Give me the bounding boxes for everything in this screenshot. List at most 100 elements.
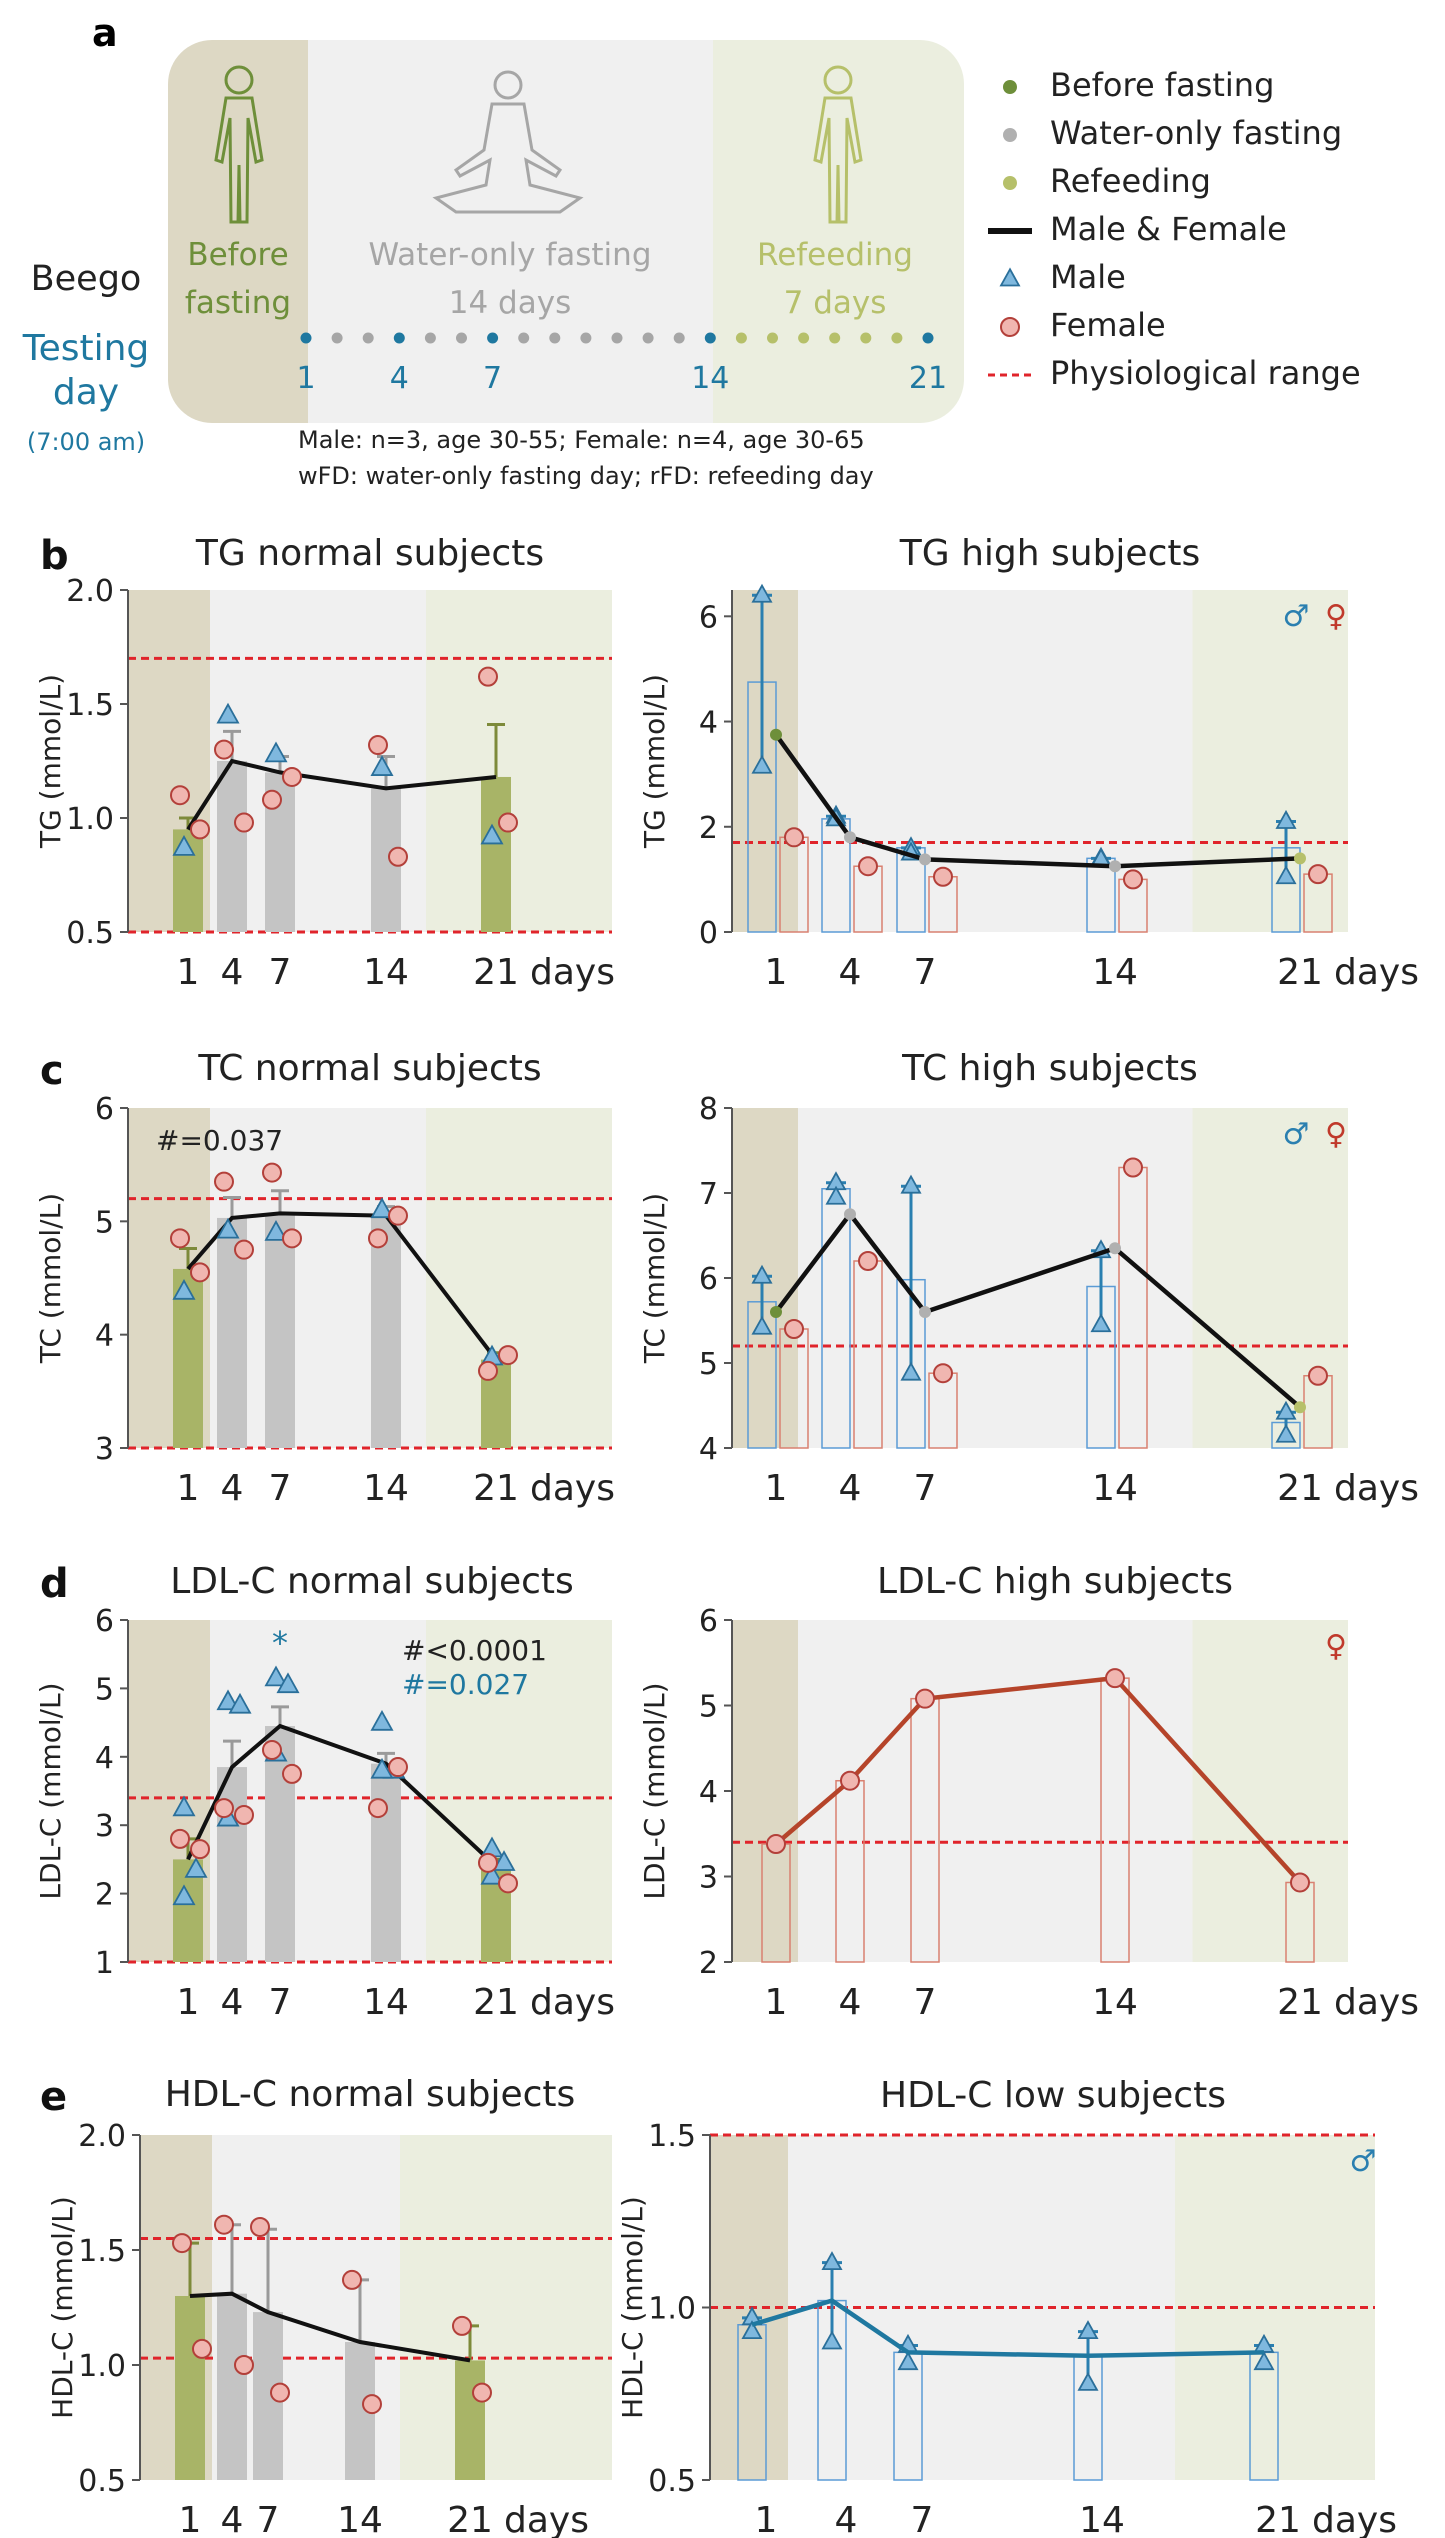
phase-fasting-label-1: Water-only fasting [369, 237, 652, 273]
x-tick-label: 7 [914, 952, 937, 993]
x-tick-label: 14 [363, 1468, 409, 1509]
female-point [388, 1757, 408, 1778]
mean-line [186, 1723, 498, 1868]
male-point [480, 823, 504, 845]
phase-refeed-bg [426, 1620, 612, 1962]
female-point [214, 1798, 234, 1819]
female-point [234, 812, 254, 833]
male-point [1275, 865, 1297, 885]
female-point [368, 735, 388, 756]
female-point [498, 1873, 518, 1894]
mean-line [186, 758, 497, 831]
x-tick-label: 21 [1277, 952, 1323, 993]
male-point [1090, 1313, 1112, 1333]
female-point [262, 1162, 282, 1183]
y-axis-label: HDL-C (mmol/L) [46, 2196, 79, 2419]
female-point [190, 1262, 210, 1283]
female-point [270, 2382, 290, 2403]
male-point [751, 583, 773, 603]
female-point [784, 827, 804, 848]
male-point [264, 741, 288, 763]
testing-day-label-2: day [53, 372, 119, 413]
male-point [1275, 809, 1297, 829]
legend-label: Physiological range [1050, 354, 1361, 392]
timeline-day-dot [735, 332, 747, 344]
y-tick-label: 4 [95, 1319, 114, 1354]
y-tick-label: 1.0 [648, 2292, 696, 2327]
female-point [840, 1770, 860, 1791]
mean-dot [1294, 1401, 1306, 1414]
blue-triangle-icon [999, 267, 1021, 287]
y-axis-label: TG (mmol/L) [638, 674, 671, 849]
legend: Before fasting Water-only fasting Refeedin… [988, 66, 1361, 392]
female-symbol-icon: ♀ [1325, 1117, 1347, 1152]
pink-circle-icon [1000, 317, 1020, 337]
legend-item: Physiological range [988, 354, 1361, 392]
x-tick-label: 4 [839, 952, 862, 993]
mean-dot [1109, 860, 1121, 873]
timeline-day-label: 14 [691, 361, 729, 396]
phase-refeed-label-2: 7 days [784, 285, 887, 321]
female-point [858, 1251, 878, 1271]
female-point [234, 1239, 254, 1260]
x-tick-label: 4 [221, 952, 244, 993]
meditating-person-icon [432, 70, 584, 214]
olive-dot-icon [1003, 176, 1017, 190]
female-point [282, 1228, 302, 1249]
female-point [1290, 1872, 1310, 1893]
male-point [1275, 1423, 1297, 1443]
timeline-day-label: 7 [483, 361, 502, 396]
male-point [751, 1264, 773, 1284]
female-point [342, 2269, 362, 2290]
female-point [498, 812, 518, 833]
timeline-day-dot [922, 332, 934, 344]
y-tick-label: 1.5 [78, 2234, 126, 2269]
phase-before-label-1: Before [187, 237, 288, 273]
timeline-day-dot [829, 332, 841, 344]
y-axis-label: TG (mmol/L) [34, 674, 67, 849]
female-point [234, 1804, 254, 1825]
male-point [184, 1857, 208, 1878]
x-tick-label: 4 [835, 2500, 858, 2538]
timeline-day-dot [300, 332, 312, 344]
male-point [741, 2320, 763, 2340]
female-point [498, 1345, 518, 1366]
female-point [170, 785, 190, 806]
timeline-day-label: 21 [909, 361, 947, 396]
male-point [1077, 2371, 1099, 2391]
y-tick-label: 6 [95, 1604, 114, 1639]
mean-line [186, 1211, 498, 1361]
timeline-day-dot [673, 332, 685, 344]
x-tick-label: 4 [221, 2500, 244, 2538]
timeline-day-dot [456, 332, 467, 344]
mean-dot [919, 853, 931, 866]
mean-bar [217, 2293, 247, 2480]
male-point [821, 2251, 843, 2271]
female-point [190, 819, 210, 840]
male-point [276, 1672, 300, 1694]
x-tick-label: 7 [911, 2500, 934, 2538]
x-unit-label: days [530, 1982, 615, 2023]
y-tick-label: 1 [95, 1946, 114, 1981]
phase-refeed-bg [426, 590, 612, 932]
phase-refeed-bg [426, 1108, 612, 1448]
male-point [900, 1174, 922, 1194]
female-point [250, 2217, 270, 2237]
female-point [1308, 1365, 1328, 1386]
x-tick-label: 7 [269, 1468, 292, 1509]
chart-title: TC normal subjects [197, 1048, 541, 1089]
female-point [478, 1852, 498, 1873]
female-point [214, 1171, 234, 1192]
male-point [370, 1197, 394, 1219]
mean-bar [265, 1213, 295, 1448]
y-tick-label: 5 [699, 1690, 718, 1725]
male-point [228, 1692, 252, 1714]
timeline-day-dot [518, 332, 530, 344]
female-point [388, 1205, 408, 1226]
mean-dot [1109, 1242, 1121, 1255]
y-tick-label: 5 [95, 1205, 114, 1240]
